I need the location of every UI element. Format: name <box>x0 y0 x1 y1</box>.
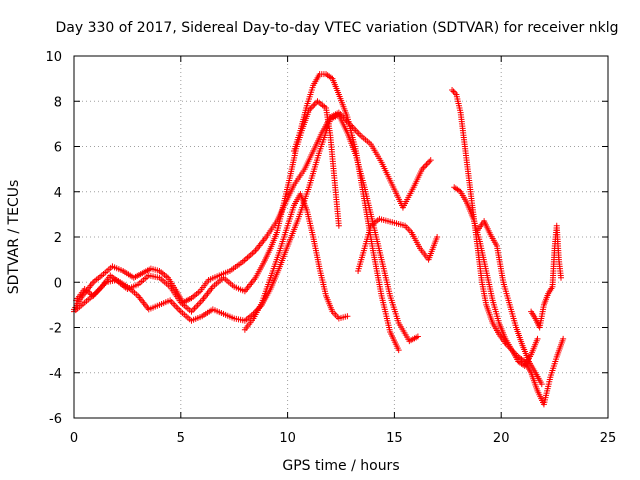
data-point <box>538 381 545 388</box>
data-point <box>560 335 567 342</box>
series-track-8 <box>451 184 541 369</box>
x-axis-label: GPS time / hours <box>282 458 399 474</box>
data-point <box>308 104 315 111</box>
y-tick-label: 4 <box>54 186 62 201</box>
series-track-3 <box>73 98 342 315</box>
series-track-10 <box>528 222 565 331</box>
data-point <box>423 161 430 168</box>
data-point <box>449 86 456 93</box>
x-tick-label: 20 <box>493 431 510 446</box>
data-point <box>414 333 421 340</box>
x-tick-label: 15 <box>386 431 403 446</box>
y-tick-label: 0 <box>54 276 62 291</box>
axis-ticks: 0 5 10 15 20 25 -6 -4 -2 0 2 4 6 8 10 <box>45 50 616 446</box>
y-tick-label: 8 <box>54 95 62 110</box>
data-point <box>310 102 317 109</box>
data-point <box>450 88 457 95</box>
data-point <box>427 157 434 164</box>
data-series <box>71 71 567 408</box>
chart-title: Day 330 of 2017, Sidereal Day-to-day VTE… <box>56 20 619 36</box>
y-axis-label: SDTVAR / TECUs <box>6 180 22 295</box>
data-point <box>395 347 402 354</box>
data-point <box>424 160 431 167</box>
y-tick-label: 6 <box>54 141 62 156</box>
data-point <box>426 158 433 165</box>
x-tick-label: 10 <box>279 431 296 446</box>
series-track-5 <box>291 71 402 354</box>
series-track-4 <box>241 191 351 333</box>
series-track-6 <box>355 215 441 274</box>
data-point <box>335 222 342 229</box>
y-tick-label: -6 <box>49 412 62 427</box>
x-tick-label: 5 <box>177 431 185 446</box>
y-tick-label: 10 <box>45 50 62 65</box>
y-tick-label: 2 <box>54 231 62 246</box>
data-point <box>434 234 441 240</box>
data-point <box>534 335 541 342</box>
x-tick-label: 25 <box>600 431 617 446</box>
data-point <box>344 313 351 320</box>
data-point <box>558 274 565 281</box>
y-tick-label: -2 <box>49 322 62 337</box>
data-point <box>422 163 429 170</box>
series-track-9 <box>474 218 545 388</box>
x-tick-label: 0 <box>70 431 78 446</box>
series-track-2 <box>71 111 421 345</box>
series-track-7 <box>449 86 567 408</box>
y-tick-label: -4 <box>49 367 62 382</box>
